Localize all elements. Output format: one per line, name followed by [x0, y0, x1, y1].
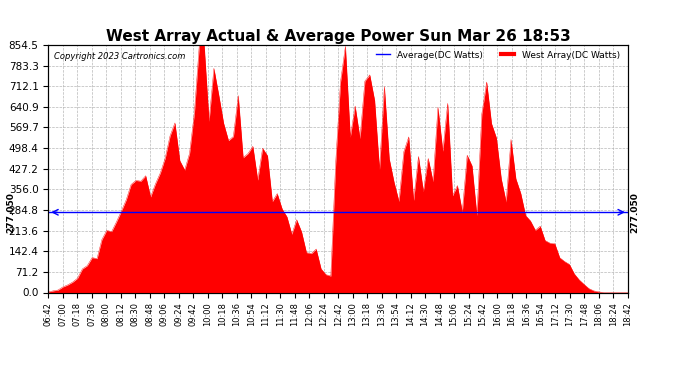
Title: West Array Actual & Average Power Sun Mar 26 18:53: West Array Actual & Average Power Sun Ma…: [106, 29, 571, 44]
Text: Copyright 2023 Cartronics.com: Copyright 2023 Cartronics.com: [54, 53, 186, 62]
Legend: Average(DC Watts), West Array(DC Watts): Average(DC Watts), West Array(DC Watts): [373, 47, 623, 63]
Text: 277.050: 277.050: [6, 192, 15, 233]
